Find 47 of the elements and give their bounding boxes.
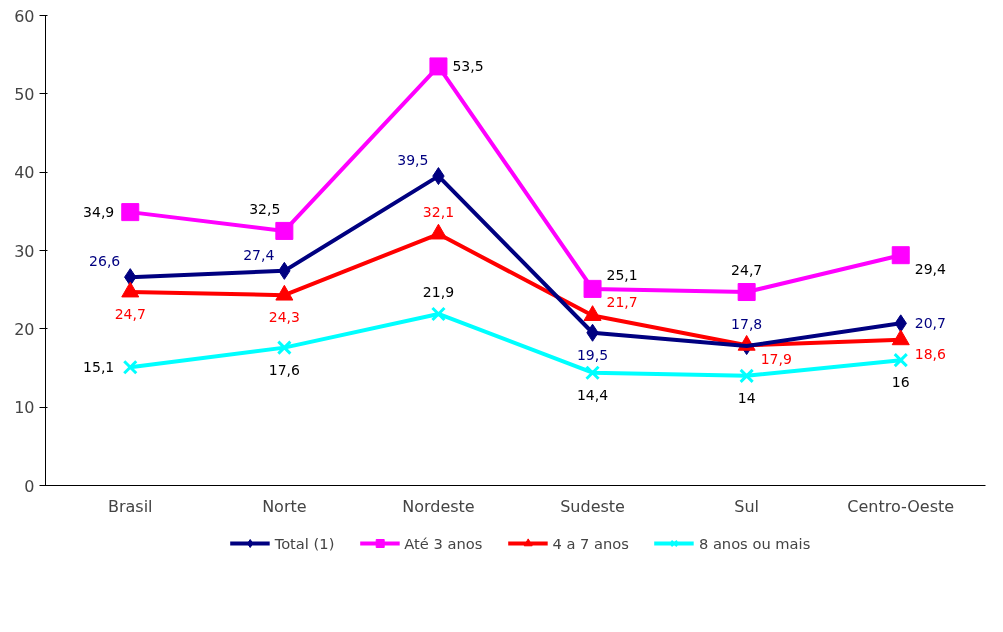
y-tick-label: 30 [14, 241, 35, 261]
data-label: 18,6 [914, 345, 947, 362]
data-label: 29,4 [914, 261, 947, 278]
data-label: 21,9 [422, 283, 455, 300]
x-tick-label: Norte [262, 496, 307, 516]
x-tick-label: Brasil [107, 496, 153, 516]
x-tick-label: Nordeste [402, 496, 475, 516]
point [739, 368, 755, 384]
data-label: 26,6 [89, 253, 121, 270]
legend-label: Total (1) [274, 534, 335, 552]
y-tick-label: 60 [14, 6, 35, 26]
y-tick-label: 0 [24, 476, 35, 496]
x-tick-label: Sudeste [560, 496, 625, 516]
point [585, 365, 601, 381]
legend-label: Até 3 anos [404, 534, 483, 552]
data-label: 53,5 [452, 58, 484, 75]
data-label: 24,7 [731, 262, 763, 279]
data-label: 20,7 [914, 315, 946, 332]
y-tick-label: 20 [14, 319, 35, 339]
x-tick-label: Sul [734, 496, 760, 516]
data-label: 14 [737, 389, 756, 406]
legend-label: 8 anos ou mais [698, 534, 811, 552]
data-label: 24,7 [114, 306, 146, 323]
x-tick-label: Centro-Oeste [847, 496, 955, 516]
point [893, 352, 909, 368]
data-label: 17,6 [268, 361, 301, 378]
point [430, 306, 446, 322]
data-label: 17,9 [760, 351, 792, 368]
data-label: 32,5 [249, 200, 281, 217]
y-tick-label: 50 [14, 84, 35, 104]
data-label: 27,4 [243, 246, 275, 263]
data-label: 21,7 [606, 293, 638, 310]
data-label: 14,4 [576, 386, 609, 403]
y-tick-label: 40 [14, 163, 35, 183]
data-label: 16 [891, 374, 910, 391]
legend-label: 4 a 7 anos [552, 534, 629, 552]
data-label: 17,8 [731, 316, 763, 333]
data-label: 15,1 [83, 359, 115, 376]
data-label: 25,1 [606, 266, 638, 283]
y-tick-label: 10 [14, 398, 35, 418]
point [276, 340, 292, 356]
data-label: 34,9 [83, 204, 115, 221]
data-label: 39,5 [397, 152, 429, 169]
data-label: 24,3 [268, 309, 300, 326]
data-label: 32,1 [422, 204, 455, 221]
point [122, 359, 138, 375]
data-label: 19,5 [576, 346, 609, 363]
